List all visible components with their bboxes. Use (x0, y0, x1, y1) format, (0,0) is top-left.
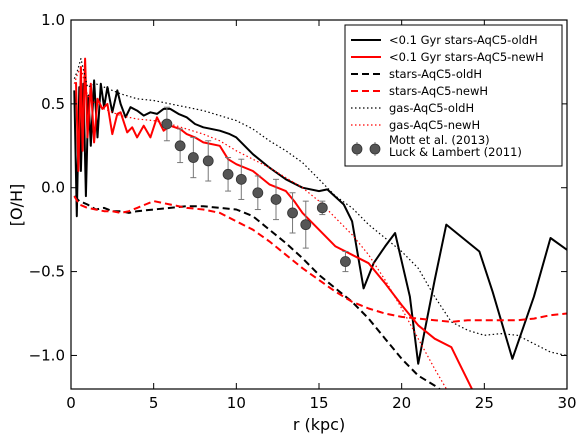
legend-label-0: <0.1 Gyr stars-AqC5-oldH (389, 33, 538, 47)
observation-point (222, 168, 234, 180)
observations-layer (161, 106, 351, 273)
series-line-1 (75, 57, 474, 389)
legend-label-4: gas-AqC5-oldH (389, 101, 474, 115)
observation-point (174, 140, 186, 152)
legend-label-3: stars-AqC5-newH (389, 84, 488, 98)
x-tick-label: 0 (66, 394, 76, 412)
observation-point (202, 155, 214, 167)
y-tick-label: 1.0 (41, 11, 65, 29)
legend-label-observations: Luck & Lambert (2011) (389, 145, 522, 159)
x-tick-label: 5 (149, 394, 159, 412)
observation-point (252, 187, 264, 199)
y-tick-label: −0.5 (29, 263, 65, 281)
legend-observation-marker (369, 143, 381, 155)
observation-point (235, 173, 247, 185)
y-tick-label: −1.0 (29, 346, 65, 364)
legend-label-5: gas-AqC5-newH (389, 118, 480, 132)
x-axis-label: r (kpc) (293, 415, 345, 434)
legend-label-1: <0.1 Gyr stars-AqC5-newH (389, 50, 544, 64)
y-tick-label: 0.0 (41, 179, 65, 197)
ticks-layer: 0 5 10 15 20 25 30 1.0 0.5 0.0 −0.5 −1.0 (29, 11, 577, 412)
observation-point (300, 219, 312, 231)
legend-frame (344, 24, 563, 167)
legend-label-2: stars-AqC5-oldH (389, 67, 482, 81)
observation-point (316, 202, 328, 214)
x-tick-label: 10 (227, 394, 246, 412)
observation-point (340, 256, 351, 267)
observation-point (161, 118, 173, 130)
legend: <0.1 Gyr stars-AqC5-oldH <0.1 Gyr stars-A… (344, 24, 563, 167)
series-layer (73, 57, 567, 389)
series-line-5 (73, 66, 448, 389)
legend-items: <0.1 Gyr stars-AqC5-oldH <0.1 Gyr stars-A… (351, 33, 544, 159)
y-axis-label: [O/H] (7, 184, 26, 227)
x-tick-label: 30 (557, 394, 576, 412)
x-tick-label: 15 (309, 394, 328, 412)
observation-point (187, 152, 199, 163)
observation-point (287, 207, 298, 219)
y-tick-label: 0.5 (41, 95, 65, 113)
series-line-2 (73, 195, 442, 389)
x-tick-label: 25 (475, 394, 494, 412)
series-line-4 (73, 57, 567, 357)
legend-observation-marker (351, 143, 363, 155)
x-tick-label: 20 (392, 394, 411, 412)
observation-point (270, 194, 282, 205)
series-line-3 (73, 195, 567, 323)
legend-label-observations: Mott et al. (2013) (389, 133, 490, 147)
